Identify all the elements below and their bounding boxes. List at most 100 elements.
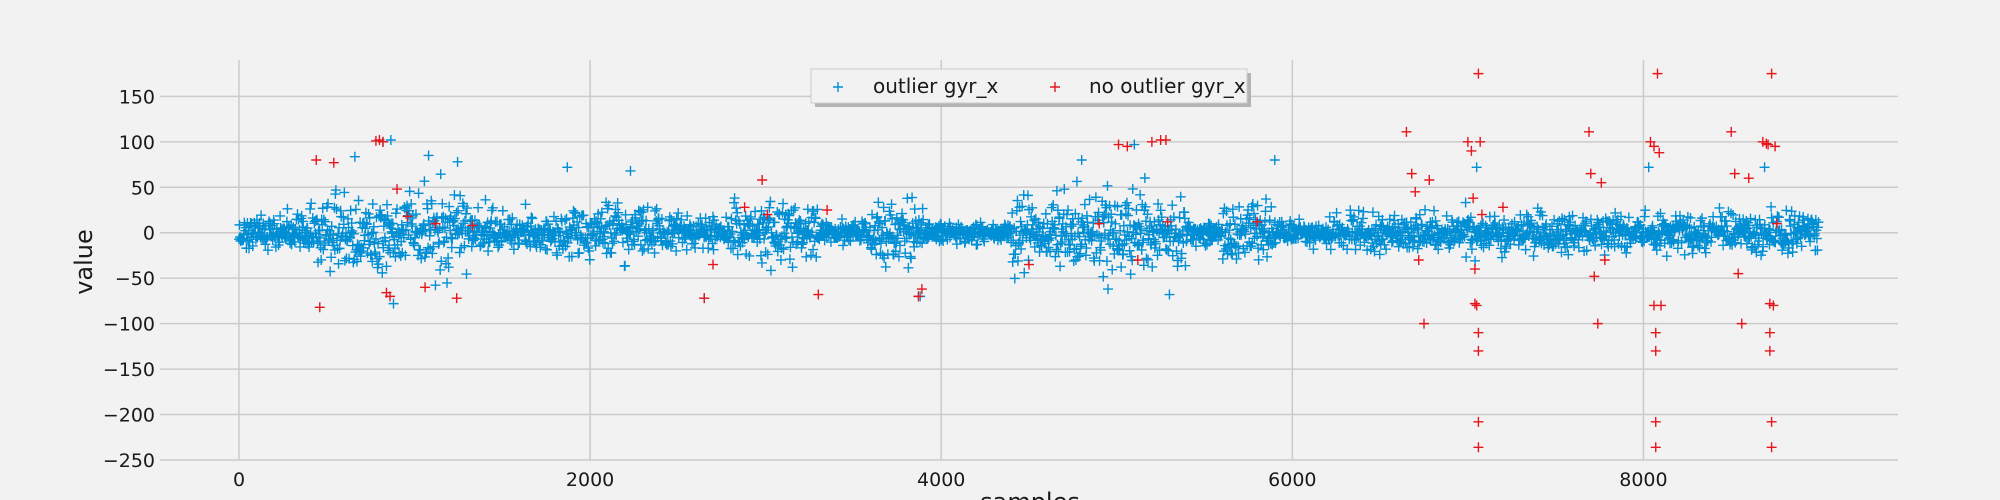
data-point bbox=[838, 240, 849, 251]
data-point bbox=[641, 215, 652, 226]
data-point bbox=[1471, 162, 1482, 173]
data-point bbox=[769, 217, 780, 228]
data-point bbox=[1262, 251, 1273, 262]
data-point bbox=[326, 221, 337, 232]
data-point bbox=[1442, 224, 1453, 235]
data-point bbox=[727, 226, 738, 237]
y-tick-label: −200 bbox=[103, 405, 155, 427]
data-point bbox=[1176, 248, 1187, 259]
data-point bbox=[1098, 271, 1109, 282]
data-point bbox=[428, 241, 439, 252]
data-point bbox=[1654, 147, 1665, 158]
data-point bbox=[1103, 284, 1113, 295]
data-point bbox=[1074, 231, 1085, 242]
data-point bbox=[1261, 194, 1271, 205]
data-point bbox=[1204, 219, 1215, 230]
data-point bbox=[451, 293, 462, 304]
data-point bbox=[1496, 252, 1507, 263]
data-point bbox=[410, 209, 421, 220]
data-point bbox=[439, 223, 450, 234]
data-point bbox=[1453, 216, 1464, 227]
data-point bbox=[328, 157, 339, 168]
data-point bbox=[381, 199, 392, 210]
data-point bbox=[788, 205, 799, 216]
data-point bbox=[1773, 212, 1784, 223]
data-point bbox=[1699, 243, 1710, 254]
data-point bbox=[1528, 251, 1539, 262]
data-point bbox=[682, 210, 693, 221]
data-point bbox=[1714, 202, 1725, 213]
data-point bbox=[893, 251, 904, 262]
data-point bbox=[1503, 233, 1514, 244]
data-point bbox=[1379, 239, 1390, 250]
data-point bbox=[1071, 176, 1082, 187]
data-point bbox=[1473, 68, 1484, 79]
data-point bbox=[951, 239, 962, 250]
data-point bbox=[1094, 230, 1105, 241]
data-point bbox=[765, 196, 776, 207]
data-point bbox=[1247, 199, 1258, 210]
data-point bbox=[1061, 209, 1072, 220]
data-point bbox=[1758, 241, 1769, 252]
data-point bbox=[1156, 212, 1167, 223]
data-point bbox=[461, 269, 472, 280]
data-point bbox=[422, 203, 433, 214]
data-point bbox=[355, 251, 366, 262]
data-point bbox=[381, 261, 392, 272]
data-point bbox=[1113, 139, 1124, 150]
data-point bbox=[1022, 190, 1033, 201]
data-point bbox=[1008, 235, 1019, 246]
data-point bbox=[1764, 345, 1775, 356]
data-point bbox=[1537, 210, 1548, 221]
legend-box bbox=[810, 68, 1248, 104]
data-point bbox=[1459, 231, 1470, 242]
data-point bbox=[267, 220, 278, 231]
data-point bbox=[1075, 241, 1086, 252]
data-point bbox=[1117, 240, 1128, 251]
data-point bbox=[1475, 136, 1486, 147]
data-point bbox=[519, 235, 530, 246]
data-point bbox=[1253, 254, 1264, 265]
data-point bbox=[571, 227, 582, 238]
series-outlier-gyr-x bbox=[234, 135, 1824, 309]
data-point bbox=[262, 245, 273, 256]
data-point bbox=[611, 229, 622, 240]
data-point bbox=[1476, 209, 1487, 220]
data-point bbox=[402, 211, 413, 222]
data-point bbox=[636, 207, 647, 218]
x-tick-label: 0 bbox=[233, 469, 245, 491]
data-point bbox=[1124, 245, 1135, 256]
data-point bbox=[1055, 261, 1066, 272]
data-point bbox=[331, 204, 342, 215]
data-point bbox=[435, 264, 446, 275]
data-point bbox=[1136, 244, 1147, 255]
y-tick-label: 150 bbox=[119, 86, 155, 108]
data-point bbox=[339, 255, 350, 266]
data-point bbox=[975, 217, 986, 228]
data-point bbox=[656, 213, 667, 224]
data-point bbox=[444, 201, 455, 212]
data-point bbox=[1473, 416, 1484, 427]
data-point bbox=[837, 214, 848, 225]
data-point bbox=[1596, 177, 1607, 188]
data-point bbox=[1107, 264, 1118, 275]
data-point bbox=[467, 220, 478, 231]
data-point bbox=[813, 289, 824, 300]
data-point bbox=[1761, 138, 1772, 149]
data-point bbox=[1367, 207, 1378, 218]
data-point bbox=[366, 228, 377, 239]
data-point bbox=[1053, 246, 1064, 257]
data-point bbox=[1681, 230, 1692, 241]
data-point bbox=[387, 218, 398, 229]
data-point bbox=[1029, 215, 1040, 226]
legend: outlier gyr_x no outlier gyr_x bbox=[810, 68, 1251, 107]
data-point bbox=[1076, 155, 1087, 165]
data-point bbox=[1090, 192, 1101, 203]
data-point bbox=[535, 239, 546, 250]
data-point bbox=[1068, 219, 1079, 230]
data-point bbox=[1579, 246, 1590, 257]
data-point bbox=[413, 188, 424, 199]
data-point bbox=[1722, 226, 1733, 237]
data-point bbox=[1033, 217, 1044, 228]
